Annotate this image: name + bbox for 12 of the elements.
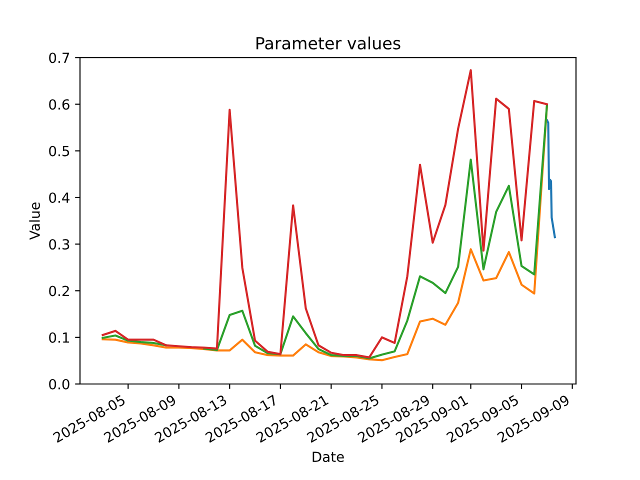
- y-tick-label: 0.5: [49, 146, 70, 156]
- chart-title: Parameter values: [256, 36, 400, 50]
- line-series: [546, 119, 556, 238]
- y-axis-title: Value: [29, 202, 40, 240]
- y-tick-label: 0.1: [49, 332, 69, 343]
- y-tick-label: 0.4: [49, 192, 70, 203]
- y-tick-label: 0.6: [49, 99, 70, 110]
- y-tick-label: 0.2: [49, 286, 69, 296]
- y-tick-label: 0.3: [49, 239, 70, 250]
- y-tick-label: 0.7: [49, 52, 70, 64]
- y-tick-label: 0.0: [49, 378, 70, 390]
- x-axis-title: Date: [312, 452, 344, 462]
